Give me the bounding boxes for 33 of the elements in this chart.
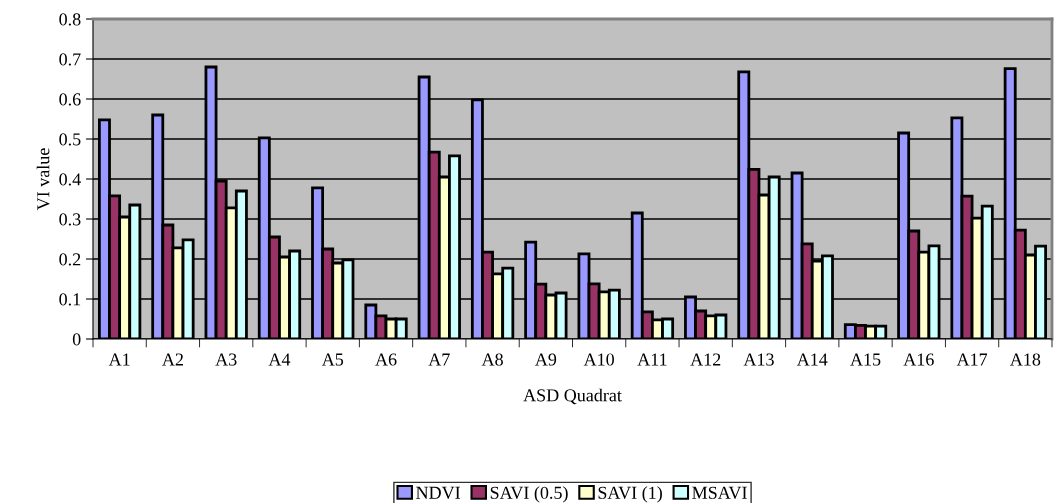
x-tick-label: A1 <box>108 353 130 366</box>
x-tick-label: A3 <box>215 353 237 366</box>
y-tick-label: 0.5 <box>59 133 81 146</box>
x-tick-label: A7 <box>428 353 450 366</box>
y-tick-label: 0.8 <box>59 13 81 26</box>
x-tick-label: A14 <box>796 353 828 366</box>
y-tick-label: 0.7 <box>59 53 81 66</box>
legend-label: MSAVI <box>692 486 747 499</box>
x-tick-label: A4 <box>268 353 291 366</box>
y-tick-label: 0 <box>72 333 81 346</box>
legend-label: SAVI (1) <box>598 486 662 503</box>
x-tick-label: A9 <box>535 353 557 366</box>
x-tick-label: A12 <box>690 353 721 366</box>
x-tick-label: A10 <box>583 353 614 366</box>
legend-label: SAVI (0.5) <box>490 486 568 503</box>
x-tick-label: A13 <box>743 353 774 366</box>
y-tick-label: 0.1 <box>59 293 81 306</box>
x-tick-label: A6 <box>375 353 397 366</box>
x-tick-label: A15 <box>850 353 881 366</box>
x-tick-label: A8 <box>481 353 503 366</box>
x-axis-title: ASD Quadrat <box>523 388 622 405</box>
y-tick-label: 0.6 <box>59 93 81 106</box>
y-tick-label: 0.3 <box>59 213 81 226</box>
y-tick-label: 0.4 <box>59 173 81 186</box>
y-tick-label: 0.2 <box>59 253 81 266</box>
legend-label: NDVI <box>416 486 461 499</box>
x-tick-label: A17 <box>956 353 988 366</box>
x-tick-label: A16 <box>903 353 934 366</box>
x-tick-label: A2 <box>162 353 183 366</box>
x-tick-label: A18 <box>1009 353 1041 366</box>
x-tick-label: A5 <box>321 353 344 366</box>
x-tick-label: A11 <box>637 353 667 366</box>
y-axis-title: VI value <box>36 148 50 211</box>
